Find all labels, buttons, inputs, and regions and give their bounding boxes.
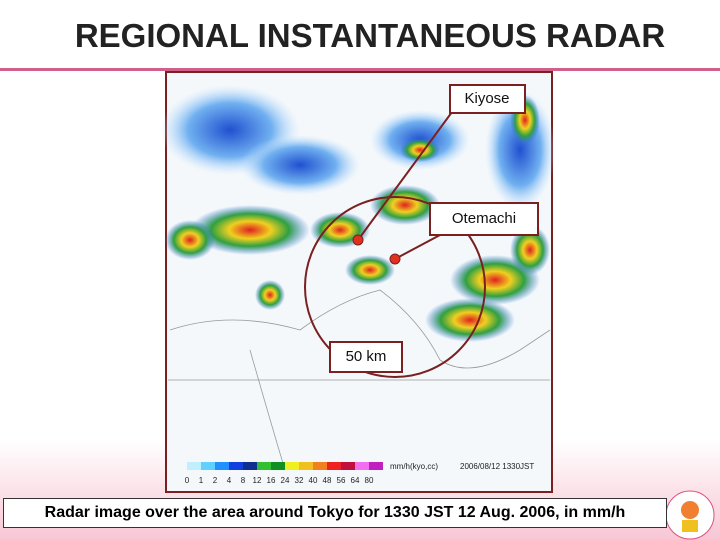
logo: [665, 490, 715, 540]
legend-tick: 48: [323, 476, 332, 485]
legend-tick: 24: [281, 476, 290, 485]
legend-swatch: [341, 462, 355, 470]
legend-tick: 4: [227, 476, 232, 485]
pointer-line: [394, 234, 441, 260]
site-label: Kiyose: [464, 90, 509, 107]
label-box: [429, 202, 539, 236]
legend-unit: mm/h(kyo,cc): [390, 462, 438, 471]
legend-tick: 32: [295, 476, 304, 485]
legend-tick: 40: [309, 476, 318, 485]
legend-tick: 64: [351, 476, 360, 485]
legend-swatch: [327, 462, 341, 470]
legend-swatch: [299, 462, 313, 470]
site-label: Otemachi: [452, 210, 516, 227]
legend-swatch: [313, 462, 327, 470]
legend-swatch: [243, 462, 257, 470]
coastline: [168, 289, 551, 471]
legend-tick: 12: [253, 476, 262, 485]
title-rule: [0, 68, 720, 71]
legend-swatch: [215, 462, 229, 470]
label-box: [449, 84, 526, 114]
legend-swatch: [369, 462, 383, 470]
site-marker: [352, 234, 364, 246]
scale-label: 50 km: [346, 348, 387, 365]
legend-swatch: [355, 462, 369, 470]
legend-tick: 16: [267, 476, 276, 485]
label-box: [329, 341, 403, 373]
color-legend: 0 1 2 4 8 12 16 24 32 40 48 56 64 80: [185, 462, 383, 485]
legend-swatch: [201, 462, 215, 470]
legend-timestamp: 2006/08/12 1330JST: [460, 462, 534, 471]
legend-swatch: [187, 462, 201, 470]
legend-swatch: [257, 462, 271, 470]
legend-swatch: [285, 462, 299, 470]
legend-tick: 1: [199, 476, 204, 485]
legend-tick: 80: [365, 476, 374, 485]
legend-swatch: [271, 462, 285, 470]
legend-tick: 56: [337, 476, 346, 485]
legend-tick: 0: [185, 476, 190, 485]
legend-tick: 8: [241, 476, 246, 485]
legend-tick: 2: [213, 476, 218, 485]
pointer-line: [357, 111, 453, 241]
rain-cells: [160, 85, 555, 342]
legend-swatch: [229, 462, 243, 470]
caption: Radar image over the area around Tokyo f…: [3, 498, 667, 528]
range-circle: [304, 196, 486, 378]
site-marker: [389, 253, 401, 265]
